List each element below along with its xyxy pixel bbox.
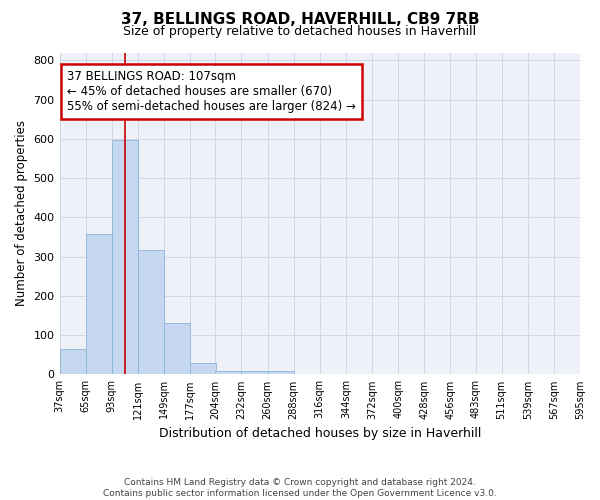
Bar [59, 349, 86, 374]
Bar [190, 364, 216, 374]
Bar [138, 250, 164, 374]
Bar [86, 234, 112, 374]
Text: 37, BELLINGS ROAD, HAVERHILL, CB9 7RB: 37, BELLINGS ROAD, HAVERHILL, CB9 7RB [121, 12, 479, 28]
Bar [215, 370, 241, 374]
Text: Contains HM Land Registry data © Crown copyright and database right 2024.
Contai: Contains HM Land Registry data © Crown c… [103, 478, 497, 498]
Y-axis label: Number of detached properties: Number of detached properties [15, 120, 28, 306]
X-axis label: Distribution of detached houses by size in Haverhill: Distribution of detached houses by size … [158, 427, 481, 440]
Text: Size of property relative to detached houses in Haverhill: Size of property relative to detached ho… [124, 25, 476, 38]
Bar [112, 140, 138, 374]
Bar [164, 324, 190, 374]
Bar [268, 370, 293, 374]
Text: 37 BELLINGS ROAD: 107sqm
← 45% of detached houses are smaller (670)
55% of semi-: 37 BELLINGS ROAD: 107sqm ← 45% of detach… [67, 70, 356, 113]
Bar [241, 371, 268, 374]
